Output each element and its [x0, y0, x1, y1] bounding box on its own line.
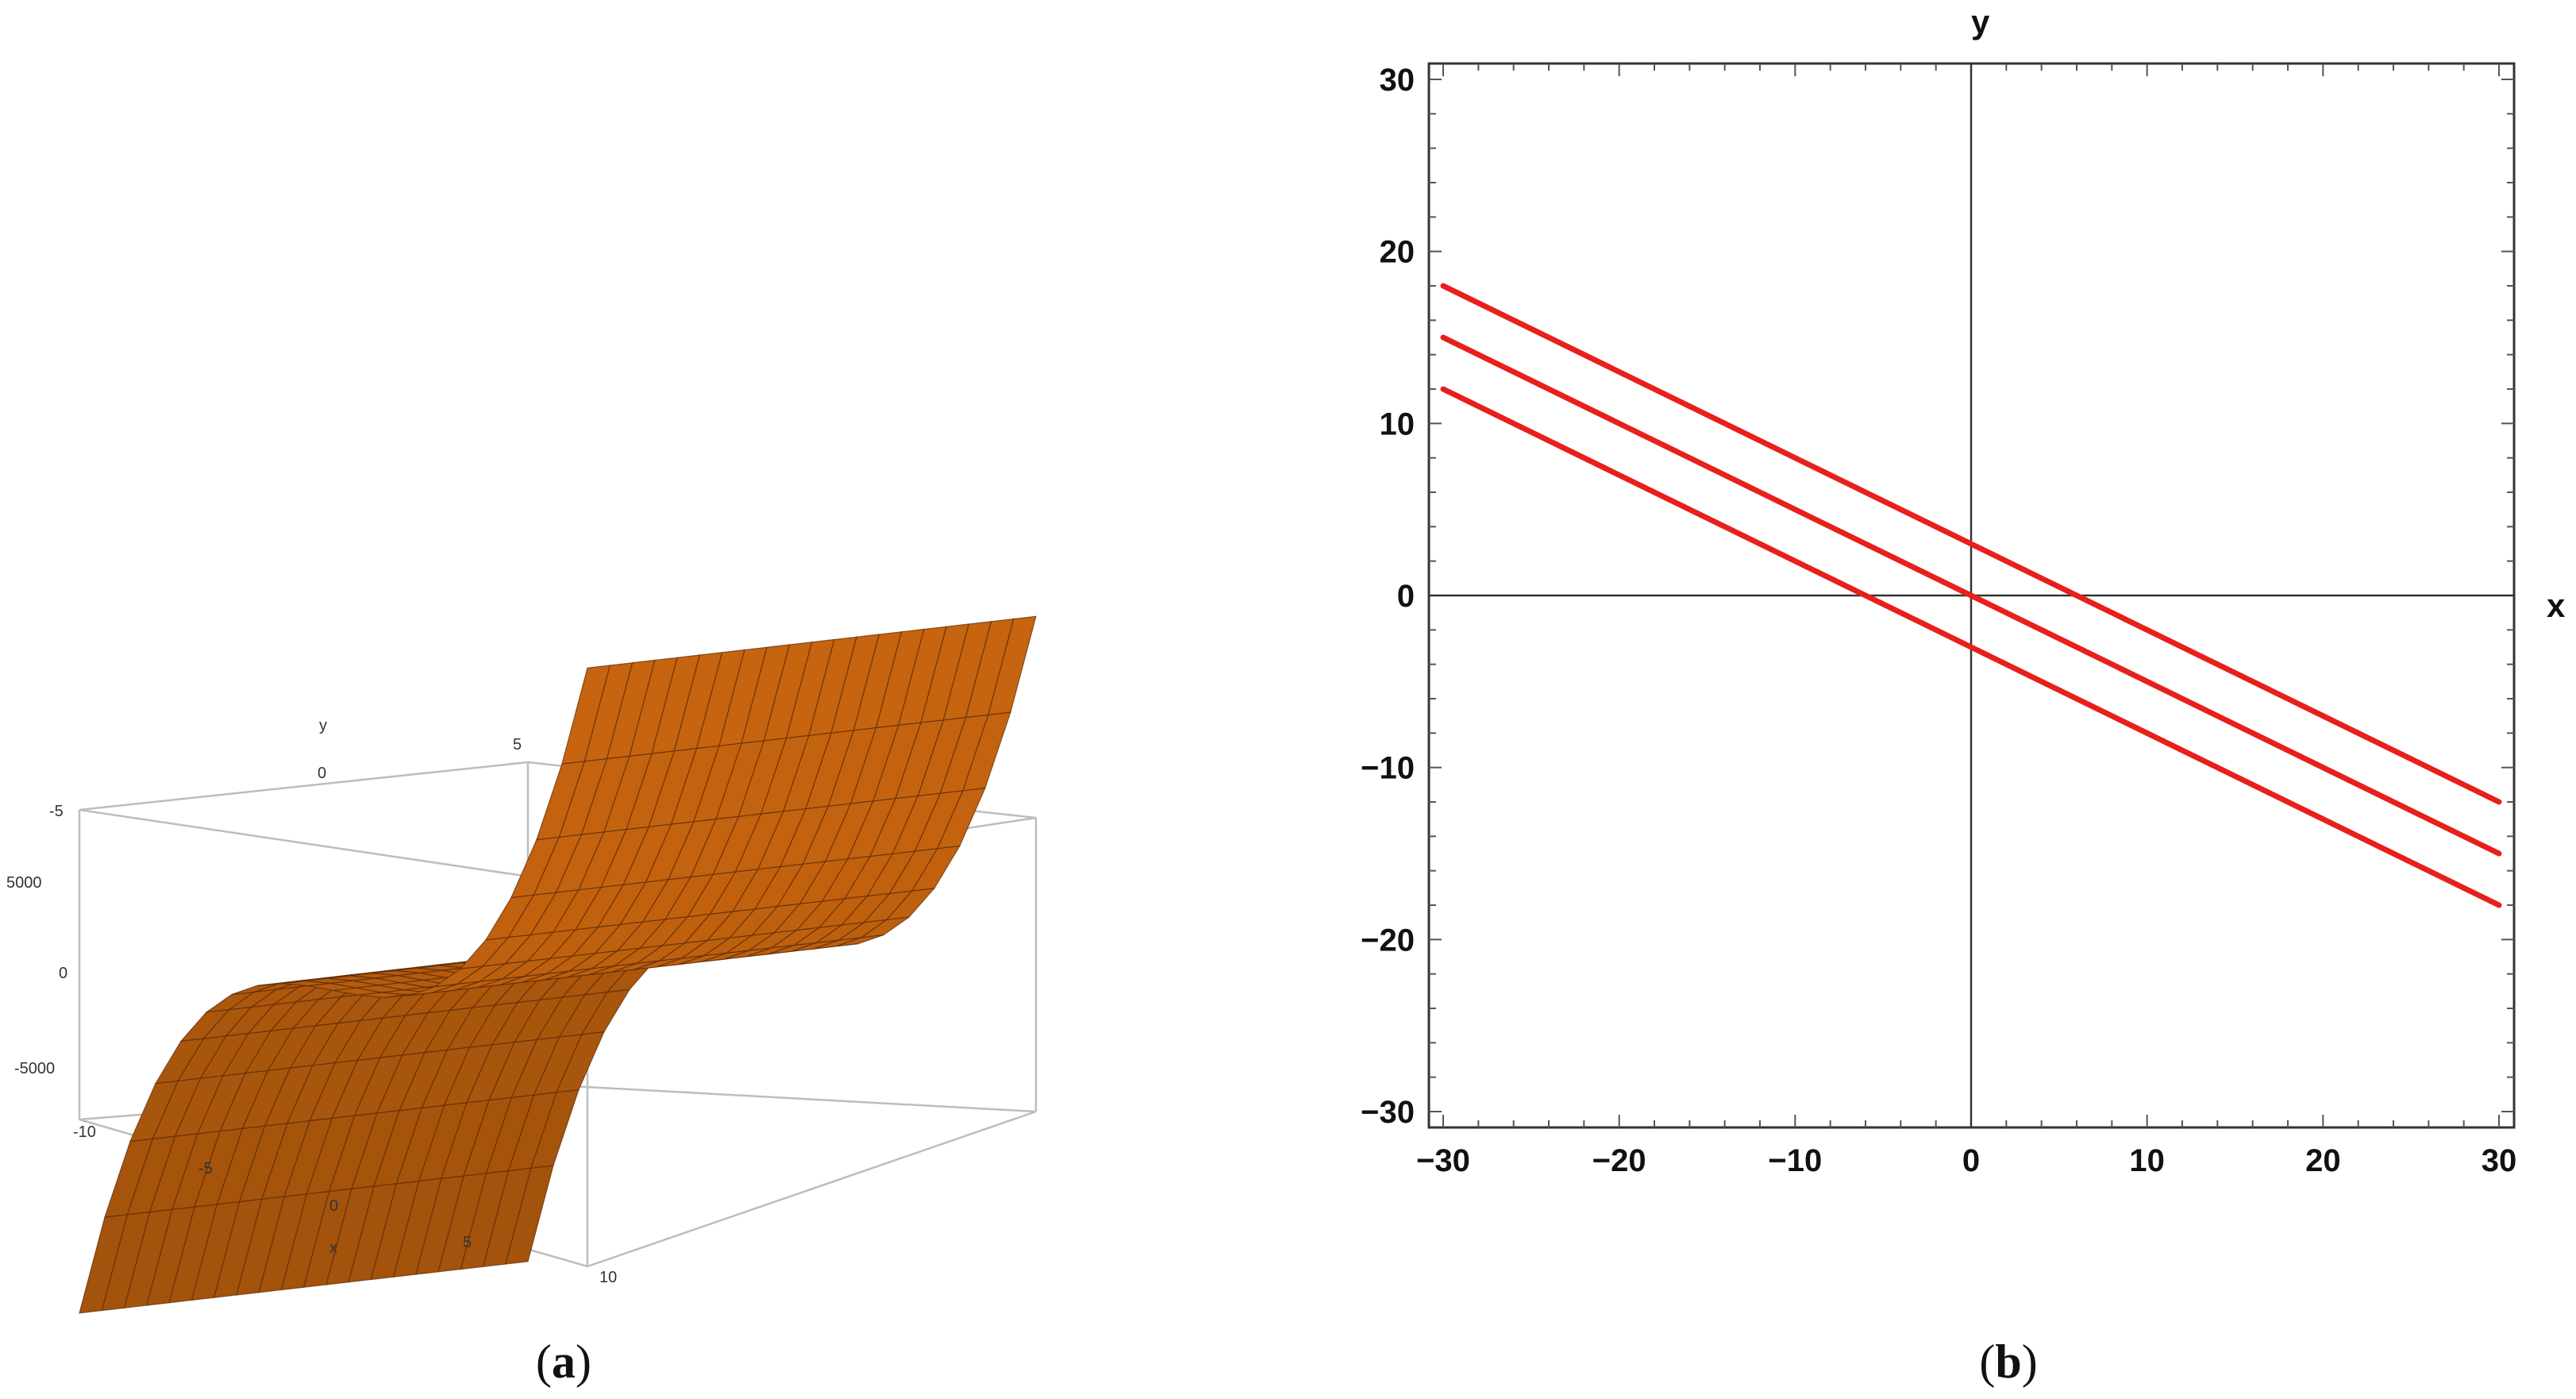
x-tick-label: 5: [463, 1234, 472, 1251]
series-lines: [1440, 283, 2502, 908]
x-tick-label: -5: [198, 1160, 213, 1177]
y-axis-label: y: [1971, 3, 1990, 40]
y-tick-label: −20: [1361, 923, 1415, 958]
x-tick-label: 10: [2129, 1143, 2165, 1178]
x-axis-label: x: [329, 1239, 337, 1257]
series-line-2: [1440, 334, 2502, 857]
x-tick-label: 10: [599, 1269, 617, 1286]
y-tick-label: 20: [1380, 235, 1415, 270]
y-tick-label: 5: [513, 736, 522, 753]
line-plot-panel: −30 −20 −10 0 10 20 30 30 20 10 0 −10 −20 −30 x y (b): [1361, 3, 2566, 1388]
series-line-1: [1440, 283, 2502, 805]
tick-labels: −30 −20 −10 0 10 20 30 30 20 10 0 −10 −20 −30: [1361, 63, 2516, 1178]
x-tick-label: 0: [1962, 1143, 1980, 1178]
z-tick-label: 0: [59, 965, 67, 982]
x-tick-label: −30: [1416, 1143, 1470, 1178]
x-tick-label: -10: [73, 1123, 96, 1141]
y-tick-label: 10: [1380, 407, 1415, 441]
x-tick-label: −20: [1592, 1143, 1646, 1178]
x-axis-label: x: [2547, 587, 2566, 624]
caption-b: (b): [1979, 1335, 2037, 1388]
x-tick-label: −10: [1768, 1143, 1822, 1178]
caption-a: (a): [536, 1335, 591, 1388]
z-tick-label: 5000: [6, 874, 42, 892]
y-tick-label: −30: [1361, 1095, 1415, 1130]
box-edge: [79, 761, 529, 811]
x-tick-label: 0: [329, 1197, 338, 1215]
y-tick-label: −10: [1361, 751, 1415, 786]
surface-plot-panel: -5 0 5 y 5000 0 -5000 -10 -5 0 5 10 x (a…: [6, 615, 1038, 1388]
surface-mesh: [79, 615, 1037, 1314]
surface-axes: -5 0 5 y 5000 0 -5000 -10 -5 0 5 10 x: [6, 717, 617, 1286]
box-edge: [527, 1082, 1037, 1113]
y-tick-label: -5: [49, 803, 64, 820]
surface-patch: [561, 665, 611, 765]
series-line-3: [1440, 386, 2502, 908]
x-tick-label: 20: [2305, 1143, 2341, 1178]
minor-ticks: [1429, 64, 2514, 1127]
z-tick-label: -5000: [14, 1060, 55, 1077]
x-tick-label: 30: [2482, 1143, 2517, 1178]
box-edge: [79, 808, 588, 887]
box-edge: [587, 1110, 1037, 1268]
y-tick-label: 30: [1380, 63, 1415, 98]
y-tick-label: 0: [318, 765, 326, 782]
y-tick-label: 0: [1397, 579, 1415, 614]
y-axis-label: y: [319, 717, 327, 734]
